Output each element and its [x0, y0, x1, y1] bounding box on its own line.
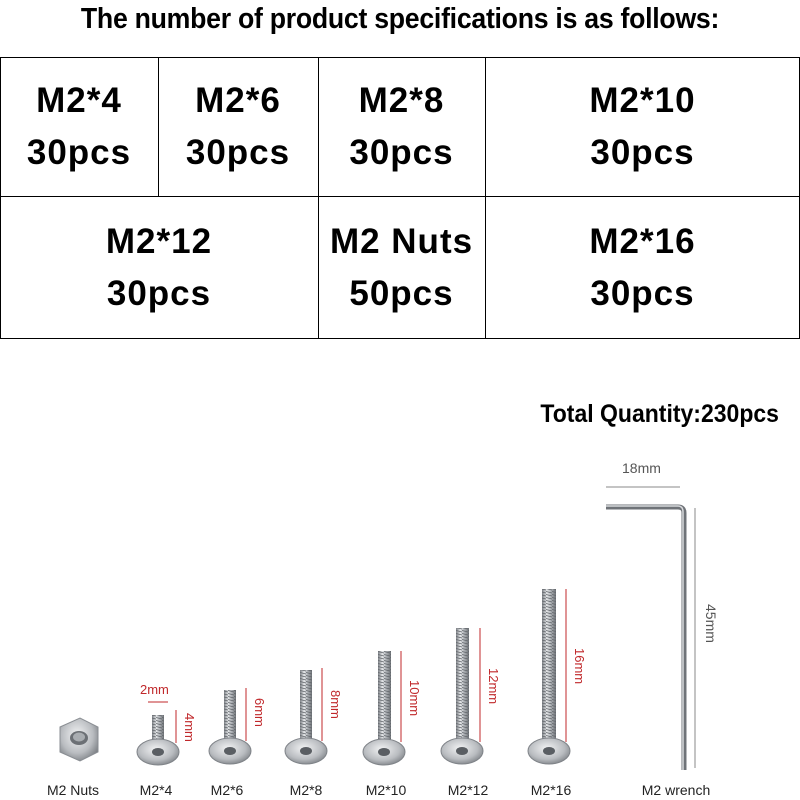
- spec-name: M2*6: [195, 81, 281, 120]
- spec-cell-m2-16: M2*16 30pcs: [485, 197, 800, 338]
- dim-m2-4-length: 4mm: [182, 713, 197, 742]
- item-label-m2-12: M2*12: [447, 782, 489, 798]
- dim-m2-6-length: 6mm: [252, 698, 267, 727]
- dim-m2-16-length: 16mm: [572, 648, 587, 685]
- dim-m2-12-length: 12mm: [486, 668, 501, 705]
- spec-cell-m2-12: M2*12 30pcs: [0, 197, 318, 338]
- item-label-m2-10: M2*10: [365, 782, 407, 798]
- wrench-icon: [606, 504, 687, 770]
- dim-m2-8-length: 8mm: [328, 690, 343, 719]
- screw-m2-8-icon: [284, 670, 328, 765]
- item-label-m2-4: M2*4: [139, 782, 173, 798]
- total-quantity: Total Quantity:230pcs: [540, 400, 779, 428]
- screw-m2-4-icon: [136, 715, 180, 766]
- spec-cell-m2-10: M2*10 30pcs: [485, 58, 800, 196]
- dim-wrench-length: 45mm: [703, 604, 719, 643]
- spec-qty: 30pcs: [106, 273, 212, 313]
- wrench-dimension-lines: [606, 486, 696, 768]
- dim-wrench-width: 18mm: [622, 460, 661, 476]
- screw-m2-16-icon: [527, 589, 571, 765]
- dimension-lines: [148, 589, 567, 743]
- item-label-m2-8: M2*8: [289, 782, 323, 798]
- spec-cell-m2-nuts: M2 Nuts 50pcs: [318, 197, 485, 338]
- spec-qty: 30pcs: [185, 133, 291, 172]
- item-label-m2-6: M2*6: [210, 782, 244, 798]
- spec-cell-m2-6: M2*6 30pcs: [158, 58, 318, 196]
- screw-m2-6-icon: [208, 690, 252, 765]
- spec-name: M2*10: [589, 81, 696, 120]
- item-label-m2-nuts: M2 Nuts: [46, 782, 100, 798]
- screw-m2-12-icon: [440, 628, 484, 765]
- nut-icon: [59, 717, 99, 762]
- spec-name: M2*4: [36, 81, 122, 120]
- spec-table: M2*4 30pcs M2*6 30pcs M2*8 30pcs M2*10 3…: [0, 57, 800, 339]
- item-label-m2-16: M2*16: [530, 782, 572, 798]
- spec-name: M2*12: [105, 221, 213, 261]
- spec-cell-m2-8: M2*8 30pcs: [318, 58, 485, 196]
- spec-name: M2*8: [358, 81, 445, 120]
- spec-name: M2*16: [589, 221, 696, 261]
- spec-qty: 30pcs: [590, 273, 695, 313]
- item-label-m2-wrench: M2 wrench: [641, 782, 711, 798]
- screw-m2-10-icon: [362, 651, 406, 766]
- spec-qty: 30pcs: [26, 133, 132, 172]
- page-heading: The number of product specifications is …: [80, 3, 720, 35]
- dim-m2-10-length: 10mm: [407, 680, 422, 717]
- spec-cell-m2-4: M2*4 30pcs: [0, 58, 158, 196]
- spec-qty: 50pcs: [349, 273, 454, 313]
- spec-name: M2 Nuts: [329, 221, 474, 261]
- spec-qty: 30pcs: [590, 133, 695, 172]
- dim-m2-4-width: 2mm: [140, 682, 169, 697]
- spec-qty: 30pcs: [349, 133, 454, 172]
